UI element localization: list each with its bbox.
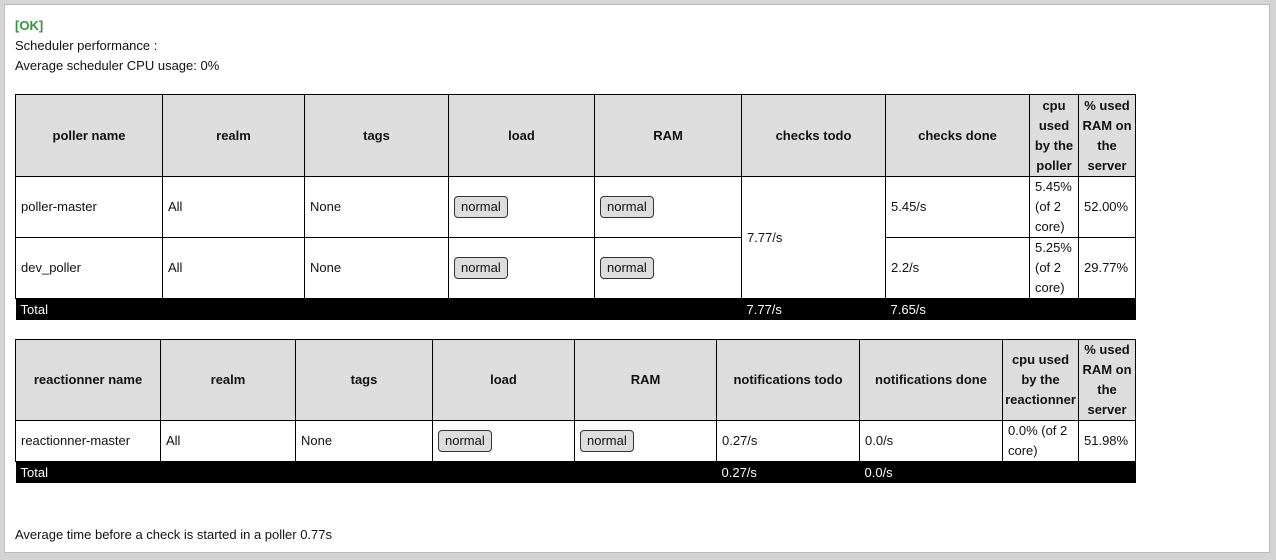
ram-pct: 52.00% xyxy=(1078,176,1136,238)
total-label: Total xyxy=(15,461,717,483)
poller-name: poller-master xyxy=(15,176,163,238)
col-ram: RAM xyxy=(574,339,717,421)
col-cpu: cpu used by the reactionner xyxy=(1002,339,1079,421)
realm: All xyxy=(162,237,305,299)
total-todo: 7.77/s xyxy=(741,298,886,320)
checks-done: 2.2/s xyxy=(885,237,1030,299)
scheduler-panel: [OK] Scheduler performance : Average sch… xyxy=(4,4,1270,553)
col-ram-pct: % used RAM on the server xyxy=(1078,339,1136,421)
avg-cpu-usage: Average scheduler CPU usage: 0% xyxy=(15,58,220,73)
page-title: Scheduler performance : xyxy=(15,38,158,53)
checks-done: 5.45/s xyxy=(885,176,1030,238)
load-badge: normal xyxy=(454,196,508,218)
realm: All xyxy=(162,176,305,238)
col-realm: realm xyxy=(160,339,296,421)
ram-badge: normal xyxy=(580,430,634,452)
col-tags: tags xyxy=(295,339,433,421)
total-row: Total 0.27/s 0.0/s xyxy=(15,461,1136,483)
col-ram: RAM xyxy=(594,94,742,177)
ram-pct: 29.77% xyxy=(1078,237,1136,299)
col-load: load xyxy=(432,339,575,421)
ram-pct: 51.98% xyxy=(1078,420,1136,462)
cpu-usage: 5.45% (of 2 core) xyxy=(1029,176,1079,238)
cpu-usage: 0.0% (of 2 core) xyxy=(1002,420,1079,462)
total-done: 7.65/s xyxy=(885,298,1030,320)
ram-badge: normal xyxy=(600,196,654,218)
table-header: poller name realm tags load RAM checks t… xyxy=(15,94,1136,177)
col-load: load xyxy=(448,94,595,177)
col-reactionner-name: reactionner name xyxy=(15,339,161,421)
poller-name: dev_poller xyxy=(15,237,163,299)
total-todo: 0.27/s xyxy=(716,461,860,483)
pollers-table: poller name realm tags load RAM checks t… xyxy=(15,94,1136,320)
realm: All xyxy=(160,420,296,462)
col-checks-todo: checks todo xyxy=(741,94,886,177)
table-row: dev_poller All None normal normal 2.2/s … xyxy=(15,237,1136,299)
avg-check-start-time: Average time before a check is started i… xyxy=(15,527,332,542)
total-row: Total 7.77/s 7.65/s xyxy=(15,298,1136,320)
col-checks-done: checks done xyxy=(885,94,1030,177)
tags: None xyxy=(304,176,449,238)
tags: None xyxy=(304,237,449,299)
table-header: reactionner name realm tags load RAM not… xyxy=(15,339,1136,421)
total-label: Total xyxy=(15,298,742,320)
load-badge: normal xyxy=(438,430,492,452)
checks-todo: 7.77/s xyxy=(741,176,886,299)
col-ram-pct: % used RAM on the server xyxy=(1078,94,1136,177)
notifications-todo: 0.27/s xyxy=(716,420,860,462)
col-cpu: cpu used by the poller xyxy=(1029,94,1079,177)
table-row: poller-master All None normal normal 7.7… xyxy=(15,176,1136,299)
reactionners-table: reactionner name realm tags load RAM not… xyxy=(15,339,1136,483)
notifications-done: 0.0/s xyxy=(859,420,1003,462)
col-notifications-done: notifications done xyxy=(859,339,1003,421)
cpu-usage: 5.25% (of 2 core) xyxy=(1029,237,1079,299)
col-notifications-todo: notifications todo xyxy=(716,339,860,421)
ram-badge: normal xyxy=(600,257,654,279)
reactionner-name: reactionner-master xyxy=(15,420,161,462)
load-badge: normal xyxy=(454,257,508,279)
status-ok: [OK] xyxy=(15,18,44,33)
col-poller-name: poller name xyxy=(15,94,163,177)
tags: None xyxy=(295,420,433,462)
total-done: 0.0/s xyxy=(859,461,1003,483)
col-realm: realm xyxy=(162,94,305,177)
table-row: reactionner-master All None normal norma… xyxy=(15,420,1136,462)
col-tags: tags xyxy=(304,94,449,177)
